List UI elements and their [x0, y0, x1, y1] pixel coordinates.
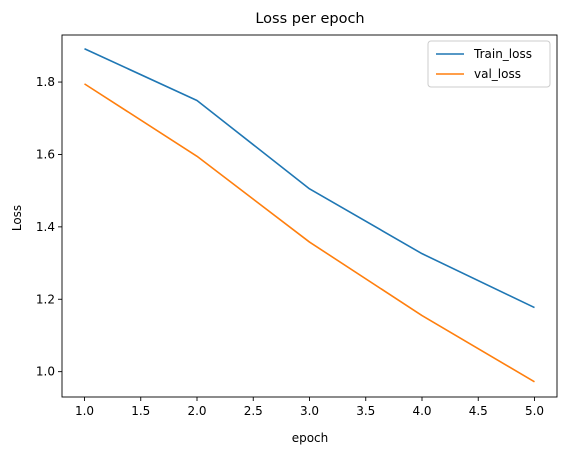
x-tick-label: 1.0: [75, 404, 94, 418]
x-tick-label: 2.5: [244, 404, 263, 418]
y-tick-label: 1.6: [36, 147, 55, 161]
series-line-train-loss: [84, 48, 535, 309]
x-tick-label: 2.0: [187, 404, 206, 418]
chart-title: Loss per epoch: [255, 11, 364, 27]
plot-area: 1.0 1.5 2.0 2.5 3.0 3.5 4.0 4.5 5.0 1.0 1.2 1.4 1.6 1…: [36, 34, 558, 418]
x-tick-label: 3.0: [300, 404, 319, 418]
y-axis-label: Loss: [10, 205, 24, 231]
x-tick-label: 4.5: [469, 404, 488, 418]
y-tick-label: 1.8: [36, 75, 55, 89]
legend-entry-label: Train_loss: [473, 47, 532, 61]
y-tick-label: 1.4: [36, 220, 55, 234]
x-tick-label: 1.5: [131, 404, 150, 418]
plot-frame: [61, 34, 558, 398]
y-tick-label: 1.0: [36, 365, 55, 379]
legend-entry-label: val_loss: [474, 67, 521, 81]
x-axis-label: epoch: [292, 431, 329, 445]
x-tick-label: 4.0: [412, 404, 431, 418]
y-tick-label: 1.2: [36, 292, 55, 306]
series-line-val-loss: [84, 83, 535, 383]
legend-box: [427, 40, 551, 88]
x-tick-label: 3.5: [356, 404, 375, 418]
x-tick-label: 5.0: [525, 404, 544, 418]
